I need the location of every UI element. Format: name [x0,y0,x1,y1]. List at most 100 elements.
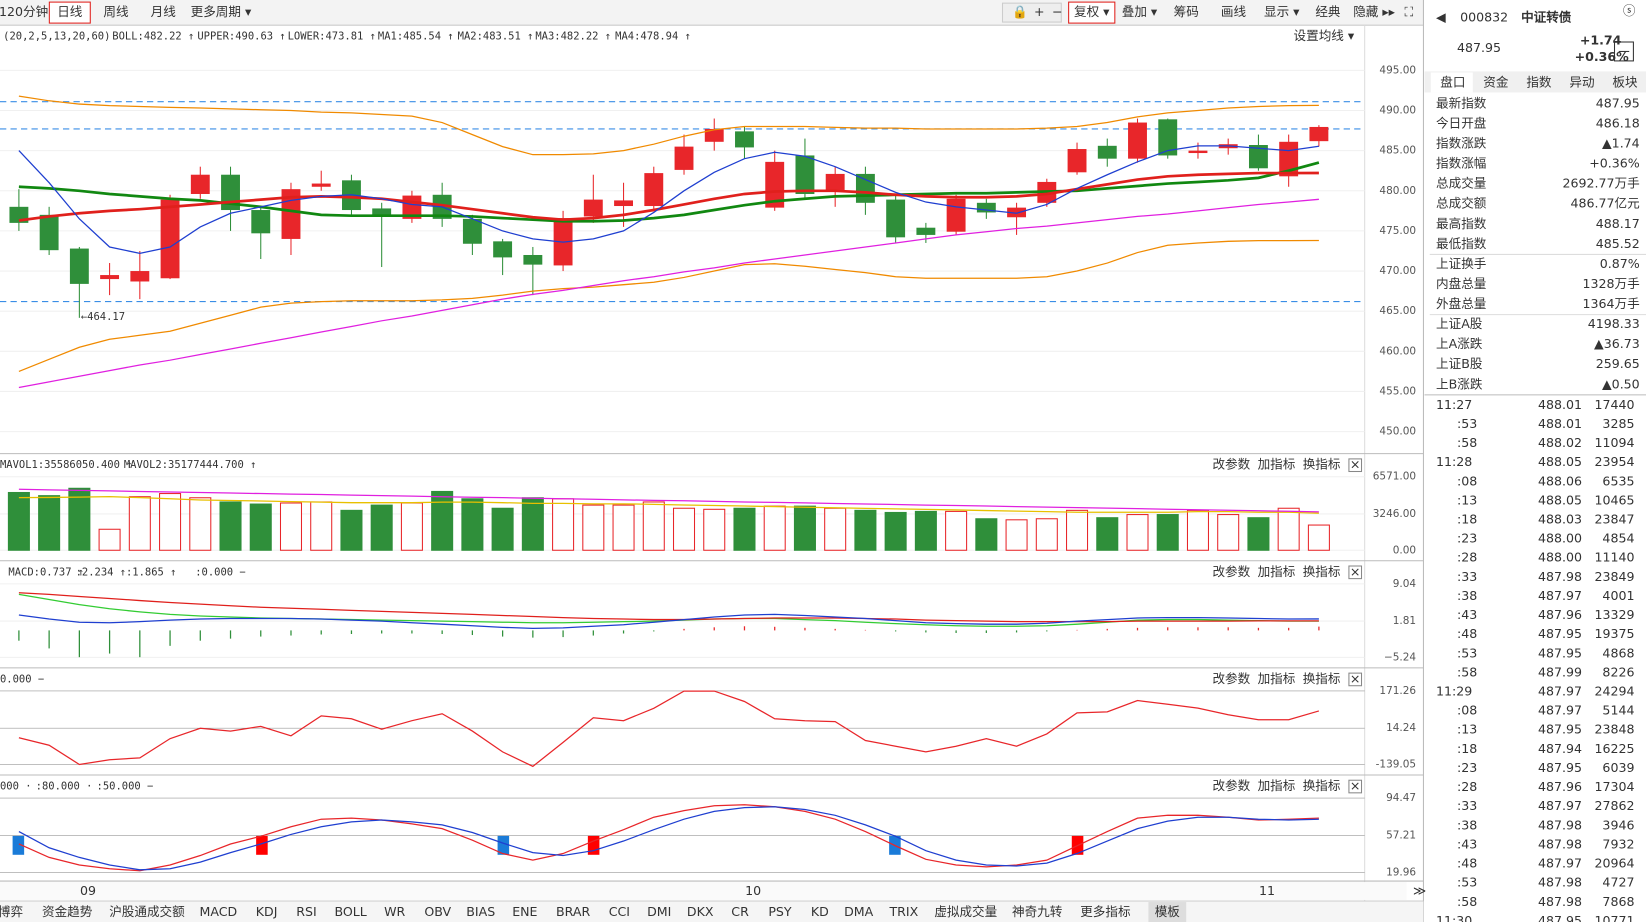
tick-price: 488.03 [1538,512,1582,527]
quote-value: 487.95 [1596,95,1640,110]
quote-label: 上B涨跌 [1436,376,1483,391]
close-button[interactable] [1348,672,1363,687]
quote-tab[interactable]: 指数 [1526,74,1552,89]
last-price: 487.95 [1457,40,1501,55]
panel-button[interactable]: 换指标 [1303,457,1341,472]
indicator-tab[interactable]: 沪股通成交额 [109,904,185,919]
tick-volume: 4727 [1602,875,1634,890]
indicator-line [18,161,1320,223]
close-button[interactable] [1348,779,1363,794]
candle-body [160,199,180,279]
panel-button[interactable]: 换指标 [1303,778,1341,793]
signal-marker [587,835,600,855]
indicator-tab[interactable]: BIAS [466,904,495,919]
period-tab[interactable]: 120分钟 [0,4,48,19]
minus-icon[interactable]: − [1052,4,1063,19]
close-icon[interactable]: × [1350,778,1361,793]
tab-selected[interactable] [1068,1,1116,24]
close-button[interactable] [1348,565,1363,580]
tool-button[interactable]: 筹码 [1174,4,1199,19]
y-tick-label: 450.00 [1379,426,1416,438]
indicator-tab[interactable]: 博弈 [0,904,23,919]
panel-button[interactable]: 改参数 [1212,671,1250,686]
close-button[interactable] [1348,458,1363,473]
scroll-arrow[interactable]: ≫ [1413,883,1426,898]
panel-button[interactable]: 加指标 [1258,671,1296,686]
tick-price: 488.06 [1538,473,1582,488]
candle-body [1097,145,1117,159]
indicator-tab[interactable]: OBV [424,904,451,919]
toolbar-icons[interactable] [1001,2,1062,23]
quote-label: 最低指数 [1436,236,1487,251]
ma-setting[interactable]: 设置均线 ▾ [1294,28,1355,43]
panel-button[interactable]: 加指标 [1258,564,1296,579]
legend-entry: MA2:483.51 ↑ [458,31,534,43]
close-icon[interactable]: × [1350,671,1361,686]
quote-tab[interactable]: 盘口 [1440,74,1465,89]
candle-body [886,199,906,238]
indicator-tab[interactable]: TRIX [888,904,918,919]
panel-button[interactable]: 加指标 [1258,457,1296,472]
indicator-tab[interactable]: MACD [199,904,237,919]
tool-button[interactable]: 叠加 ▾ [1122,4,1158,19]
indicator-tab[interactable]: 模板 [1155,904,1181,919]
indicator-tab[interactable]: DKX [687,904,714,919]
fullscreen-icon[interactable]: ⛶ [1404,4,1415,19]
indicator-tab[interactable]: 虚拟成交量 [934,904,997,919]
indicator-tab[interactable]: 更多指标 [1080,904,1131,919]
indicator-tab[interactable]: CR [731,904,749,919]
indicator-tab[interactable]: DMA [844,904,874,919]
volume-bar [1035,518,1058,551]
tick-volume: 11140 [1594,550,1634,565]
quote-tab[interactable]: 资金 [1483,74,1509,89]
collapse-button[interactable] [1613,41,1634,62]
quote-tab[interactable]: 异动 [1569,74,1594,89]
indicator-tab[interactable]: 资金趋势 [42,904,93,919]
tool-button[interactable]: 隐藏 ▸▸ [1353,4,1395,19]
indicator-tab[interactable]: PSY [768,904,792,919]
tool-button[interactable]: 复权 ▾ [1074,4,1110,19]
tick-time: :58 [1457,894,1477,909]
indicator-tab[interactable]: KD [811,904,829,919]
indicator-tab[interactable]: ENE [512,904,537,919]
indicator-tab[interactable]: DMI [647,904,671,919]
panel-button[interactable]: 换指标 [1303,671,1341,686]
panel-button[interactable]: 加指标 [1258,778,1296,793]
indicator-tab[interactable]: CCI [609,904,630,919]
price-change-pct: +0.36% [1575,49,1630,64]
plus-icon[interactable]: + [1034,4,1045,19]
candle-body [1248,145,1268,169]
tab-selected[interactable] [48,1,91,24]
tick-time: :23 [1457,760,1477,775]
tab-selected[interactable] [1148,902,1187,922]
indicator-tab[interactable]: 神奇九转 [1012,904,1063,919]
panel-button[interactable]: 换指标 [1303,564,1341,579]
panel-button[interactable]: 改参数 [1212,457,1250,472]
close-icon[interactable]: × [1350,457,1361,472]
tool-button[interactable]: 显示 ▾ [1264,4,1300,19]
period-tab[interactable]: 月线 [151,4,177,19]
indicator-tab[interactable]: WR [384,904,405,919]
tick-volume: 4854 [1602,531,1634,546]
tool-button[interactable]: 经典 [1315,4,1341,19]
indicator-tab[interactable]: KDJ [256,904,278,919]
quote-value: 485.52 [1596,236,1640,251]
indicator-tab[interactable]: RSI [296,904,316,919]
candle-body [674,146,694,170]
quote-tab[interactable]: 板块 [1612,74,1638,89]
indicator-tab[interactable]: BRAR [556,904,590,919]
panel-button[interactable]: 改参数 [1212,564,1250,579]
period-tab[interactable]: 更多周期 ▾ [191,4,252,19]
tab-selected[interactable] [1430,72,1473,93]
volume-bar [1277,507,1300,551]
lock-icon[interactable]: 🔒 [1012,4,1028,19]
back-arrow[interactable]: ◀ [1436,9,1446,24]
close-icon[interactable]: × [1350,564,1361,579]
period-tab[interactable]: 日线 [57,4,83,19]
period-tab[interactable]: 周线 [103,4,129,19]
indicator-tab[interactable]: BOLL [334,904,366,919]
tool-button[interactable]: 画线 [1221,4,1247,19]
panel-button[interactable]: 改参数 [1212,778,1250,793]
scrollbar[interactable] [0,882,1407,900]
